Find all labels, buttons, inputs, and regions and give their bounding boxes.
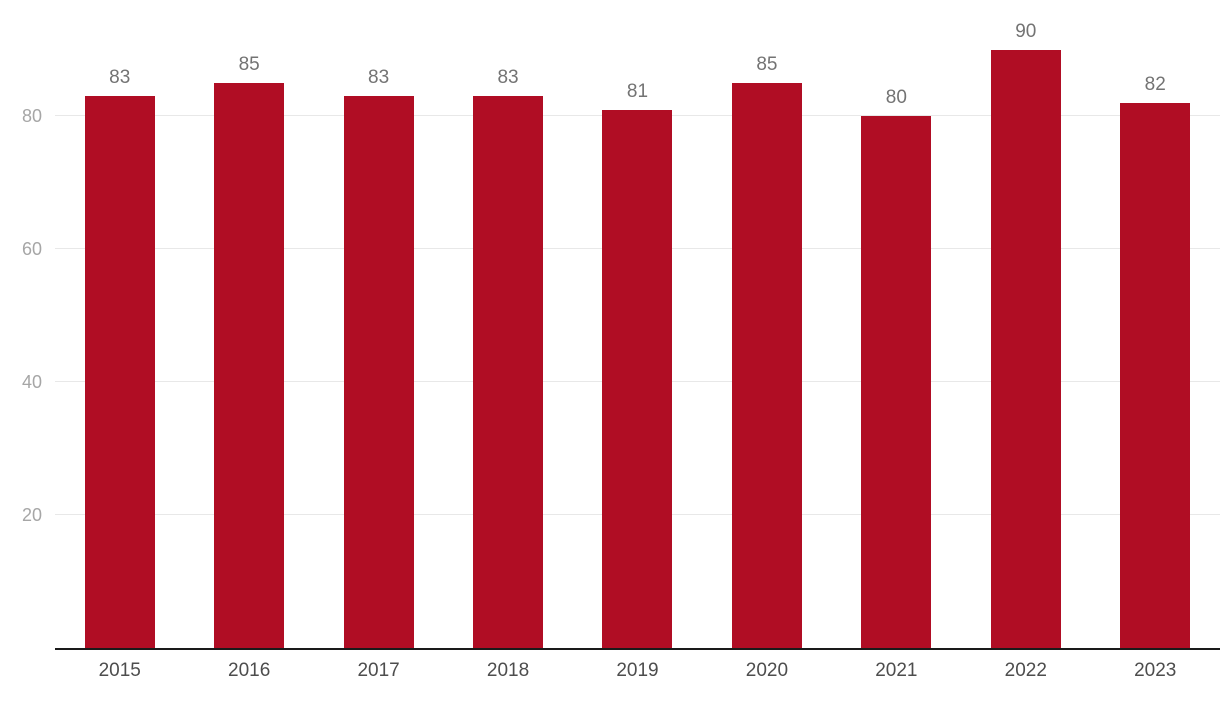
bar <box>990 49 1061 648</box>
bar-value-label: 80 <box>885 87 907 109</box>
bar-column: 81 <box>573 0 702 648</box>
bar <box>731 83 802 648</box>
plot-area: 83 85 83 83 81 85 80 90 82 20 40 60 80 <box>22 0 1220 650</box>
x-axis-tick-label: 2023 <box>1134 660 1177 681</box>
bar-value-label: 90 <box>1015 20 1037 42</box>
bar-value-label: 83 <box>368 67 390 89</box>
x-axis-tick-label: 2017 <box>357 660 400 681</box>
x-axis-tick-label: 2021 <box>875 660 918 681</box>
x-axis-tick-label: 2020 <box>745 660 789 681</box>
y-axis-tick-label: 60 <box>21 239 42 260</box>
y-axis-tick-label: 20 <box>21 505 42 526</box>
bar-column: 85 <box>702 0 831 648</box>
bar-column: 82 <box>1091 0 1220 648</box>
bar <box>84 96 155 648</box>
bar <box>214 83 285 648</box>
bar-column: 90 <box>961 0 1090 648</box>
bar-value-label: 83 <box>497 67 519 89</box>
bar <box>602 109 673 648</box>
x-axis-tick-label: 2022 <box>1004 660 1047 681</box>
bar <box>1120 103 1191 648</box>
bar-column: 83 <box>443 0 572 648</box>
bar-column: 83 <box>55 0 184 648</box>
bar-column: 85 <box>184 0 313 648</box>
x-axis-tick-label: 2018 <box>486 660 530 681</box>
bar-column: 83 <box>314 0 443 648</box>
bar-value-label: 85 <box>238 54 260 76</box>
x-axis-tick-label: 2016 <box>228 660 271 681</box>
bar-value-label: 85 <box>756 54 778 76</box>
bar-value-label: 83 <box>109 67 131 89</box>
bar-value-label: 81 <box>626 80 649 102</box>
bars-container: 83 85 83 83 81 85 80 90 82 <box>55 0 1220 648</box>
y-axis-tick-label: 80 <box>21 106 42 127</box>
bar-column: 80 <box>832 0 961 648</box>
bar <box>343 96 414 648</box>
y-axis-tick-label: 40 <box>21 372 42 393</box>
x-axis-labels: 2015 2016 2017 2018 2019 2020 2021 2022 2023 <box>55 660 1220 683</box>
x-axis-tick-label: 2015 <box>98 660 141 681</box>
x-axis-tick-label: 2019 <box>616 660 659 681</box>
bar <box>473 96 544 648</box>
bar <box>861 116 932 648</box>
bar-value-label: 82 <box>1144 74 1166 96</box>
